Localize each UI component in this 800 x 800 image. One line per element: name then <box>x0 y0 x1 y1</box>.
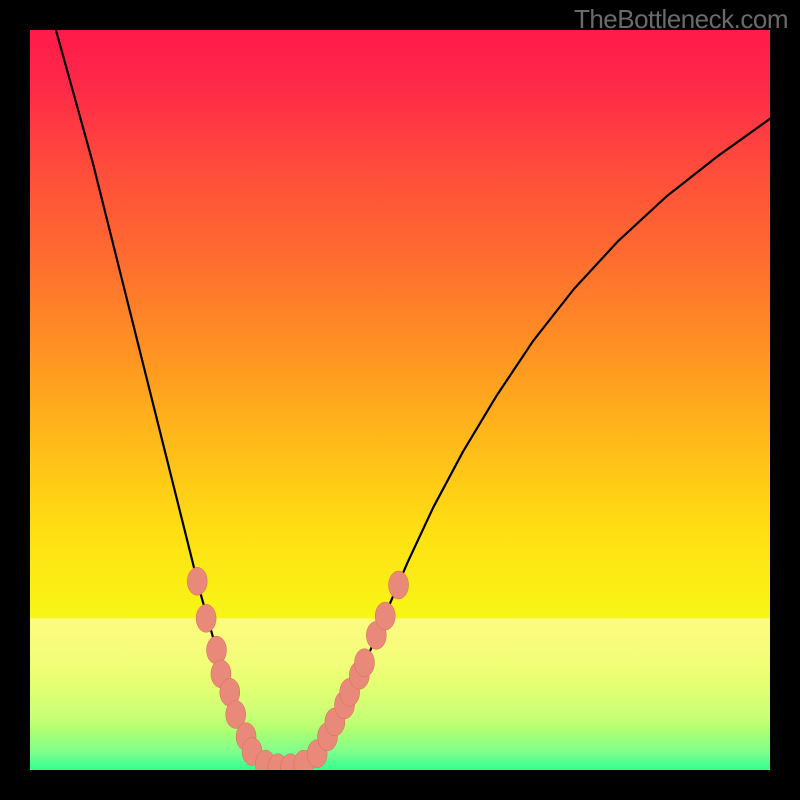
plot-svg <box>30 30 770 770</box>
marker-point <box>389 571 409 599</box>
pale-band <box>30 618 770 733</box>
marker-point <box>187 567 207 595</box>
marker-point <box>375 602 395 630</box>
chart-frame: TheBottleneck.com <box>0 0 800 800</box>
marker-point <box>196 604 216 632</box>
marker-point <box>354 649 374 677</box>
plot-area <box>30 30 770 770</box>
marker-point <box>206 636 226 664</box>
